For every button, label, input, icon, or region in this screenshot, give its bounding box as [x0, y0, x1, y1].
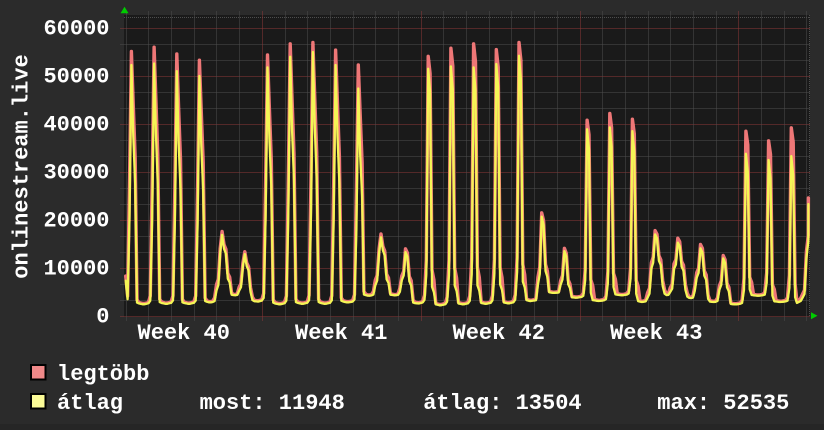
svg-text:10000: 10000 [43, 256, 109, 281]
svg-text:0: 0 [96, 304, 109, 329]
svg-text:20000: 20000 [43, 208, 109, 233]
svg-text:60000: 60000 [43, 16, 109, 41]
svg-text:50000: 50000 [43, 64, 109, 89]
svg-text:Week 42: Week 42 [453, 321, 545, 346]
svg-text:30000: 30000 [43, 160, 109, 185]
svg-text:legtöbb: legtöbb [57, 362, 149, 387]
svg-text:Week 43: Week 43 [610, 321, 702, 346]
svg-text:most: 11948: most: 11948 [200, 391, 345, 416]
svg-text:Week 41: Week 41 [295, 321, 387, 346]
svg-text:onlinestream.live: onlinestream.live [10, 54, 35, 278]
svg-text:40000: 40000 [43, 112, 109, 137]
svg-text:átlag: átlag [57, 391, 123, 416]
svg-text:átlag: 13504: átlag: 13504 [423, 391, 581, 416]
svg-text:Week 40: Week 40 [138, 321, 230, 346]
svg-text:max: 52535: max: 52535 [657, 391, 789, 416]
